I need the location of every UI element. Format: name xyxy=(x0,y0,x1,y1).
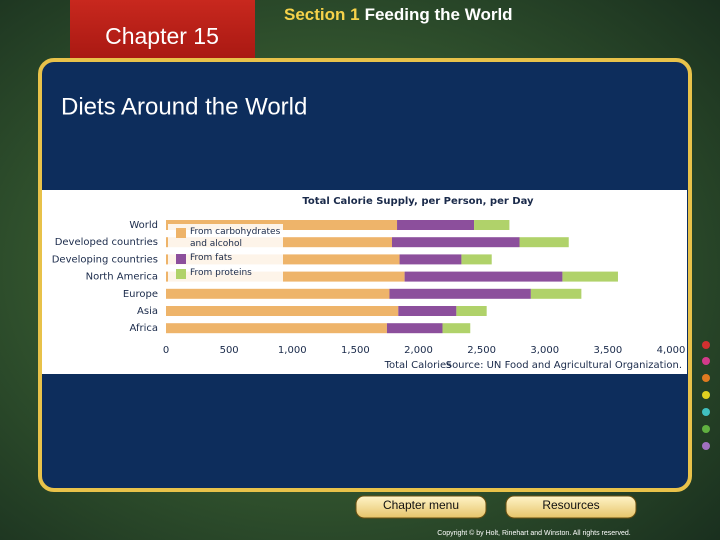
bar-segment xyxy=(530,288,582,299)
y-tick-label: Africa xyxy=(129,323,158,334)
bar-segment xyxy=(456,306,487,316)
chapter-label: Chapter 15 xyxy=(105,23,219,49)
y-tick-label: Developed countries xyxy=(55,237,158,248)
bar-segment xyxy=(398,306,457,316)
section-header: Section 1 Feeding the World xyxy=(284,5,513,24)
section-title: Feeding the World xyxy=(365,5,513,24)
decor-dot xyxy=(702,442,710,450)
x-tick-label: 0 xyxy=(163,345,169,356)
chart-source: Source: UN Food and Agricultural Organiz… xyxy=(446,360,682,371)
bar-segment xyxy=(166,323,387,334)
legend: From carbohydrates and alcohol From fats F… xyxy=(168,224,283,284)
x-tick-label: 1,500 xyxy=(341,345,370,356)
x-tick-label: 2,000 xyxy=(404,345,433,356)
decor-dots xyxy=(702,341,710,450)
y-tick-label: Developing countries xyxy=(52,254,158,265)
section-number: Section 1 xyxy=(284,5,360,24)
chapter-menu-button[interactable] xyxy=(355,495,487,519)
y-tick-label: North America xyxy=(86,272,158,283)
legend-entry-box: From proteins xyxy=(190,268,252,278)
x-axis-label: Total Calories xyxy=(384,360,452,371)
x-tick-label: 500 xyxy=(220,345,239,356)
legend-entry-box: From carbohydrates and alcohol xyxy=(190,227,281,249)
bar-segment xyxy=(474,220,510,230)
decor-dot xyxy=(702,408,710,416)
resources-label[interactable]: Resources xyxy=(542,498,599,512)
decor-dot xyxy=(702,357,710,365)
decor-dot xyxy=(702,425,710,433)
legend-label: From carbohydrates and alcohol xyxy=(190,227,281,249)
decor-dot xyxy=(702,391,710,399)
legend-swatch xyxy=(176,254,186,264)
bar-segment xyxy=(166,271,405,282)
chart: Total Calorie Supply, per Person, per Da… xyxy=(52,196,686,371)
bar-segment xyxy=(166,288,390,299)
resources-button[interactable] xyxy=(505,495,637,519)
legend-label: From proteins xyxy=(190,268,252,278)
bar-segment xyxy=(386,323,443,334)
chapter-menu-label[interactable]: Chapter menu xyxy=(383,498,459,512)
y-tick-label: World xyxy=(129,220,158,231)
x-tick-label: 2,500 xyxy=(467,345,496,356)
chart-title: Total Calorie Supply, per Person, per Da… xyxy=(302,196,534,207)
x-tick-label: 3,000 xyxy=(530,345,559,356)
bar-segment xyxy=(519,237,569,248)
y-tick-label: Europe xyxy=(123,289,158,300)
bar-segment xyxy=(442,323,471,334)
copyright: Copyright © by Holt, Rinehart and Winsto… xyxy=(437,529,631,537)
legend-box xyxy=(168,224,283,284)
decor-dot xyxy=(702,374,710,382)
legend-swatch xyxy=(176,269,186,279)
bar-segment xyxy=(389,288,531,299)
bar-segment xyxy=(461,254,492,265)
decor-dot xyxy=(702,341,710,349)
bar-segment xyxy=(166,306,399,316)
legend-swatch xyxy=(176,228,186,238)
x-tick-label: 4,000 xyxy=(657,345,686,356)
bar-segment xyxy=(404,271,563,282)
x-tick-label: 3,500 xyxy=(594,345,623,356)
x-tick-label: 1,000 xyxy=(278,345,307,356)
bar-segment xyxy=(399,254,462,265)
bar-segment xyxy=(562,271,618,282)
legend-entry-box: From fats xyxy=(190,253,233,263)
legend-label: From fats xyxy=(190,253,233,263)
y-tick-label: Asia xyxy=(137,306,158,317)
chapter-tab xyxy=(70,0,255,76)
slide-heading: Diets Around the World xyxy=(61,93,307,120)
bar-segment xyxy=(397,220,475,230)
bar-segment xyxy=(391,237,520,248)
